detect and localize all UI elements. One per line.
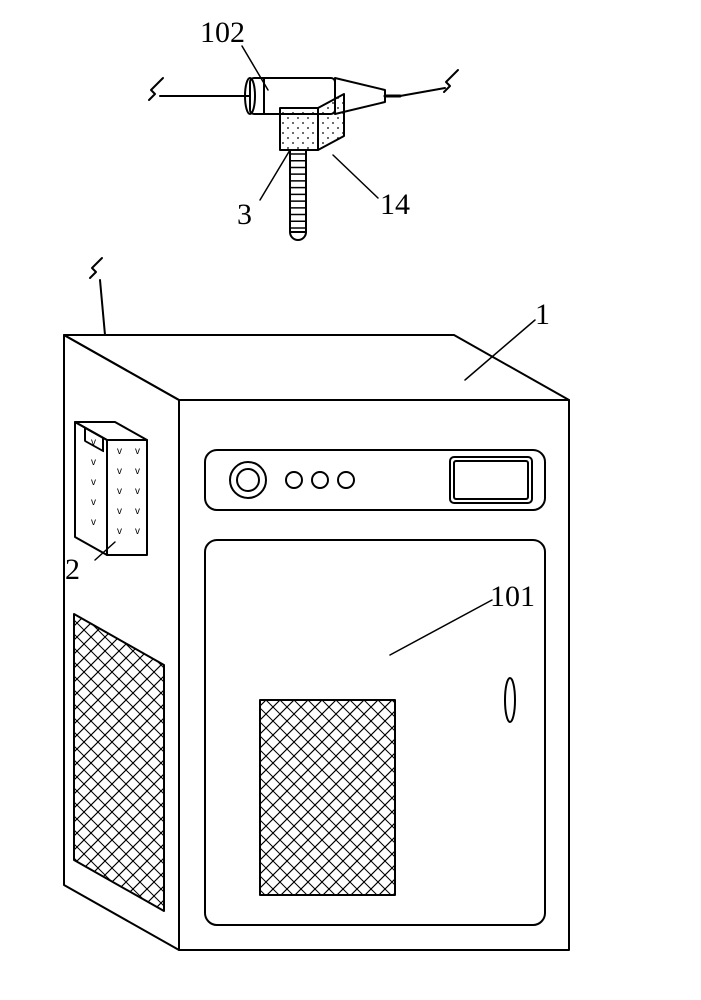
svg-text:v: v — [117, 506, 122, 517]
svg-text:v: v — [91, 477, 96, 488]
svg-text:v: v — [135, 506, 140, 517]
svg-text:v: v — [135, 466, 140, 477]
label-1: 1 — [535, 300, 550, 330]
svg-text:v: v — [91, 517, 96, 528]
svg-text:v: v — [117, 526, 122, 537]
label-101: 101 — [490, 582, 535, 612]
label-14: 14 — [380, 190, 410, 220]
label-2: 2 — [65, 555, 80, 585]
diagram-svg: vvvvvvvvvvvvvvv — [0, 0, 701, 1000]
svg-text:v: v — [91, 437, 96, 448]
label-102: 102 — [200, 18, 245, 48]
svg-text:v: v — [135, 446, 140, 457]
svg-text:v: v — [117, 486, 122, 497]
svg-text:v: v — [117, 466, 122, 477]
label-3: 3 — [237, 200, 252, 230]
svg-text:v: v — [135, 526, 140, 537]
svg-text:v: v — [117, 446, 122, 457]
svg-text:v: v — [91, 497, 96, 508]
svg-text:v: v — [135, 486, 140, 497]
svg-text:v: v — [91, 457, 96, 468]
